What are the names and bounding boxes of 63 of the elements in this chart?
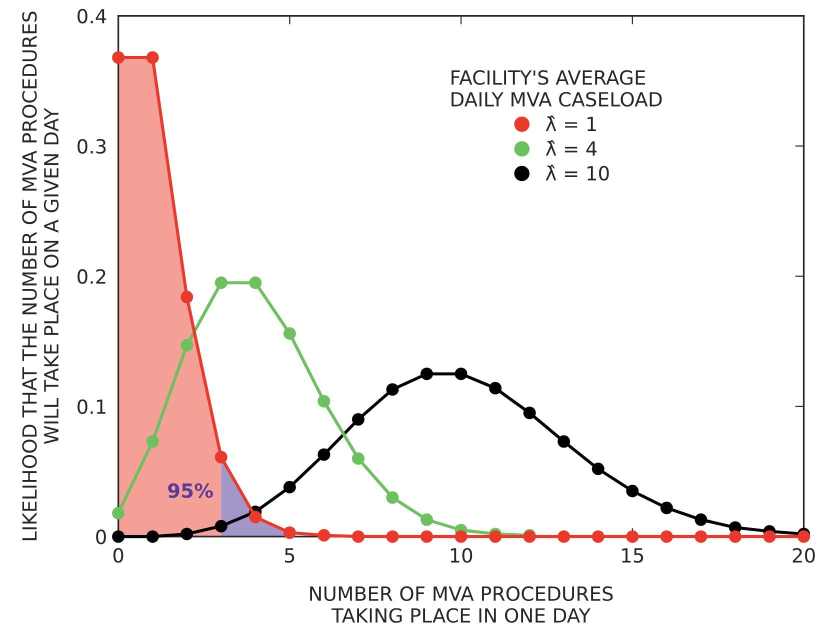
point <box>352 530 364 543</box>
point <box>214 276 228 289</box>
point <box>420 368 434 380</box>
point <box>763 530 776 543</box>
point <box>454 368 468 380</box>
point <box>420 530 434 543</box>
point <box>214 520 228 532</box>
point <box>592 462 604 476</box>
legend-label: λ̂ = 10 <box>546 164 609 181</box>
x-tick-label: 15 <box>622 548 644 563</box>
point <box>592 530 604 543</box>
point <box>283 327 296 340</box>
point <box>318 394 330 408</box>
point <box>489 530 502 543</box>
point <box>798 530 810 543</box>
point <box>694 530 708 543</box>
x-tick-label: 20 <box>792 548 815 563</box>
x-tick-label: 0 <box>113 548 124 563</box>
point <box>660 530 673 543</box>
point <box>660 502 673 514</box>
point <box>386 491 399 504</box>
point <box>386 530 399 543</box>
point <box>249 510 262 524</box>
annotation: 95% <box>168 483 213 498</box>
point <box>626 530 639 543</box>
point <box>558 530 570 543</box>
x-tick-label: 10 <box>450 548 472 563</box>
point <box>180 290 194 304</box>
point <box>249 276 262 289</box>
point <box>352 452 364 465</box>
point <box>386 383 399 396</box>
point <box>112 530 125 543</box>
point <box>420 513 434 526</box>
point <box>318 448 330 461</box>
y-tick-label: 0 <box>96 530 106 544</box>
point <box>146 530 159 543</box>
point <box>146 435 159 448</box>
point <box>180 338 194 352</box>
x-tick-label: 5 <box>284 548 294 563</box>
y-tick-label: 0.2 <box>78 269 106 284</box>
point <box>318 529 330 542</box>
point <box>626 484 639 498</box>
point <box>694 513 708 526</box>
point <box>180 528 194 540</box>
point <box>558 435 570 448</box>
point <box>283 526 296 539</box>
point <box>112 506 125 520</box>
point <box>352 413 364 426</box>
point <box>283 480 296 494</box>
point <box>214 450 228 464</box>
y-axis-title: LIKELIHOOD THAT THE NUMBER OF MVA PROCEDURES WILL TAKE PLACE ON A GIVEN DAY <box>22 12 59 540</box>
point <box>454 530 468 543</box>
point <box>523 406 536 420</box>
legend-label: λ̂ = 4 <box>546 140 597 156</box>
legend-label: λ̂ = 1 <box>546 115 596 132</box>
x-axis-title: NUMBER OF MVA PROCEDURES TAKING PLACE IN ONE DAY <box>310 586 613 623</box>
point <box>728 530 742 543</box>
point <box>146 51 159 64</box>
y-tick-label: 0.1 <box>78 399 106 414</box>
y-tick-label: 0.3 <box>78 139 106 154</box>
point <box>489 382 502 394</box>
y-tick-label: 0.4 <box>78 8 106 24</box>
point <box>112 51 125 64</box>
